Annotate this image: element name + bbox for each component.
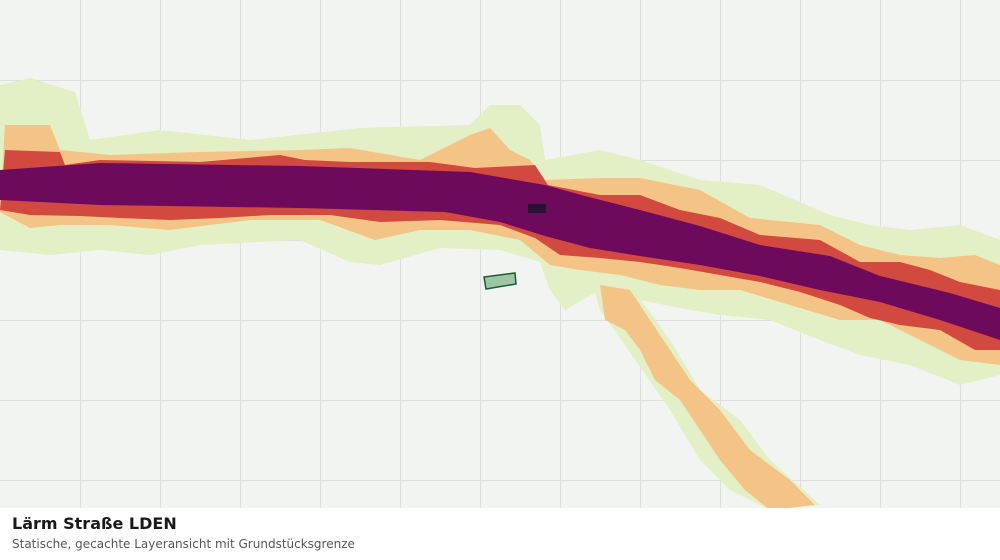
- noise-zone-very-high: [0, 163, 1000, 340]
- caption-bar: Lärm Straße LDEN Statische, gecachte Lay…: [0, 508, 1000, 560]
- layer-title: Lärm Straße LDEN: [12, 514, 177, 533]
- parcel-boundary[interactable]: [483, 272, 517, 290]
- noise-hotspot: [528, 204, 546, 213]
- layer-subtitle: Statische, gecachte Layeransicht mit Gru…: [12, 537, 355, 551]
